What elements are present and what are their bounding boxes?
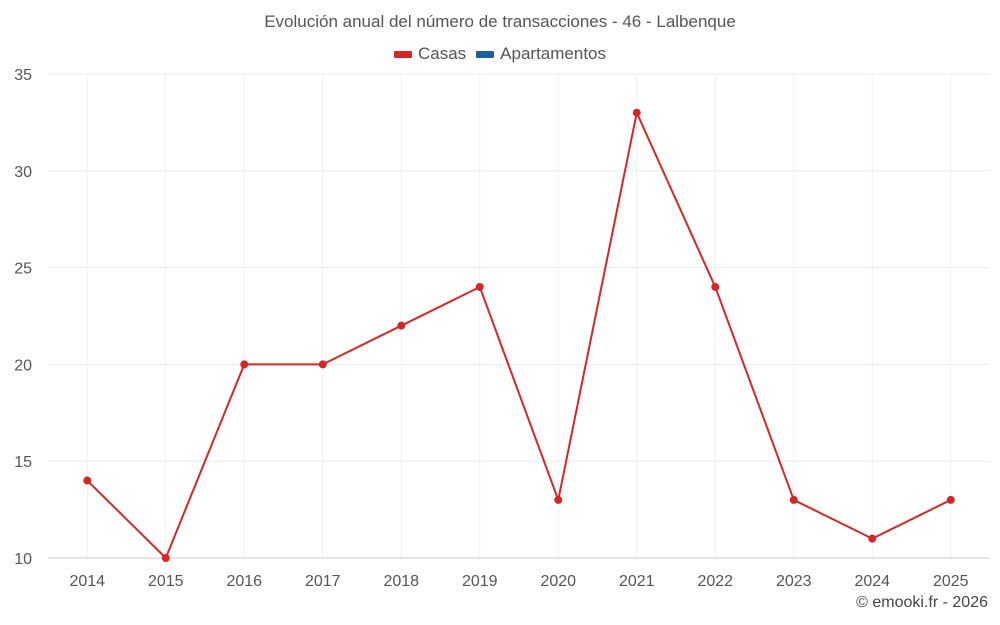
- x-tick-label: 2016: [226, 573, 262, 590]
- data-point: [397, 321, 406, 330]
- y-tick-label: 30: [14, 164, 32, 181]
- x-tick-label: 2020: [540, 573, 576, 590]
- chart-title: Evolución anual del número de transaccio…: [264, 12, 736, 31]
- data-point: [240, 360, 249, 369]
- legend-label-casas: Casas: [417, 44, 467, 63]
- data-point: [946, 495, 955, 504]
- data-point: [868, 534, 877, 543]
- x-tick-label: 2023: [776, 573, 812, 590]
- x-tick-label: 2024: [854, 573, 890, 590]
- legend-swatch-apartamentos: [476, 50, 495, 58]
- x-tick-label: 2022: [697, 573, 733, 590]
- legend-item-apartamentos[interactable]: Apartamentos: [476, 44, 606, 64]
- x-tick-label: 2018: [383, 573, 419, 590]
- y-tick-label: 15: [14, 454, 32, 471]
- data-point: [161, 554, 170, 562]
- chart-legend: Casas Apartamentos: [0, 44, 1000, 64]
- x-tick-label: 2021: [619, 573, 655, 590]
- data-point: [83, 476, 92, 485]
- y-tick-label: 25: [14, 261, 32, 278]
- x-tick-label: 2015: [148, 573, 184, 590]
- y-tick-label: 20: [14, 357, 32, 374]
- legend-item-casas[interactable]: Casas: [393, 44, 467, 64]
- legend-swatch-casas: [393, 50, 412, 58]
- series-line-casas: [86, 111, 952, 559]
- x-tick-label: 2019: [462, 573, 498, 590]
- data-point: [318, 360, 327, 369]
- x-tick-label: 2014: [69, 573, 105, 590]
- data-point: [475, 282, 484, 291]
- legend-label-apartamentos: Apartamentos: [500, 44, 607, 63]
- data-point: [711, 282, 720, 291]
- x-tick-label: 2025: [933, 573, 969, 590]
- y-tick-label: 35: [14, 67, 32, 84]
- data-point: [554, 495, 563, 504]
- y-tick-label: 10: [14, 551, 32, 568]
- credit-text: © emooki.fr - 2026: [856, 594, 988, 611]
- x-tick-label: 2017: [305, 573, 341, 590]
- data-point: [789, 495, 798, 504]
- data-point: [632, 108, 641, 117]
